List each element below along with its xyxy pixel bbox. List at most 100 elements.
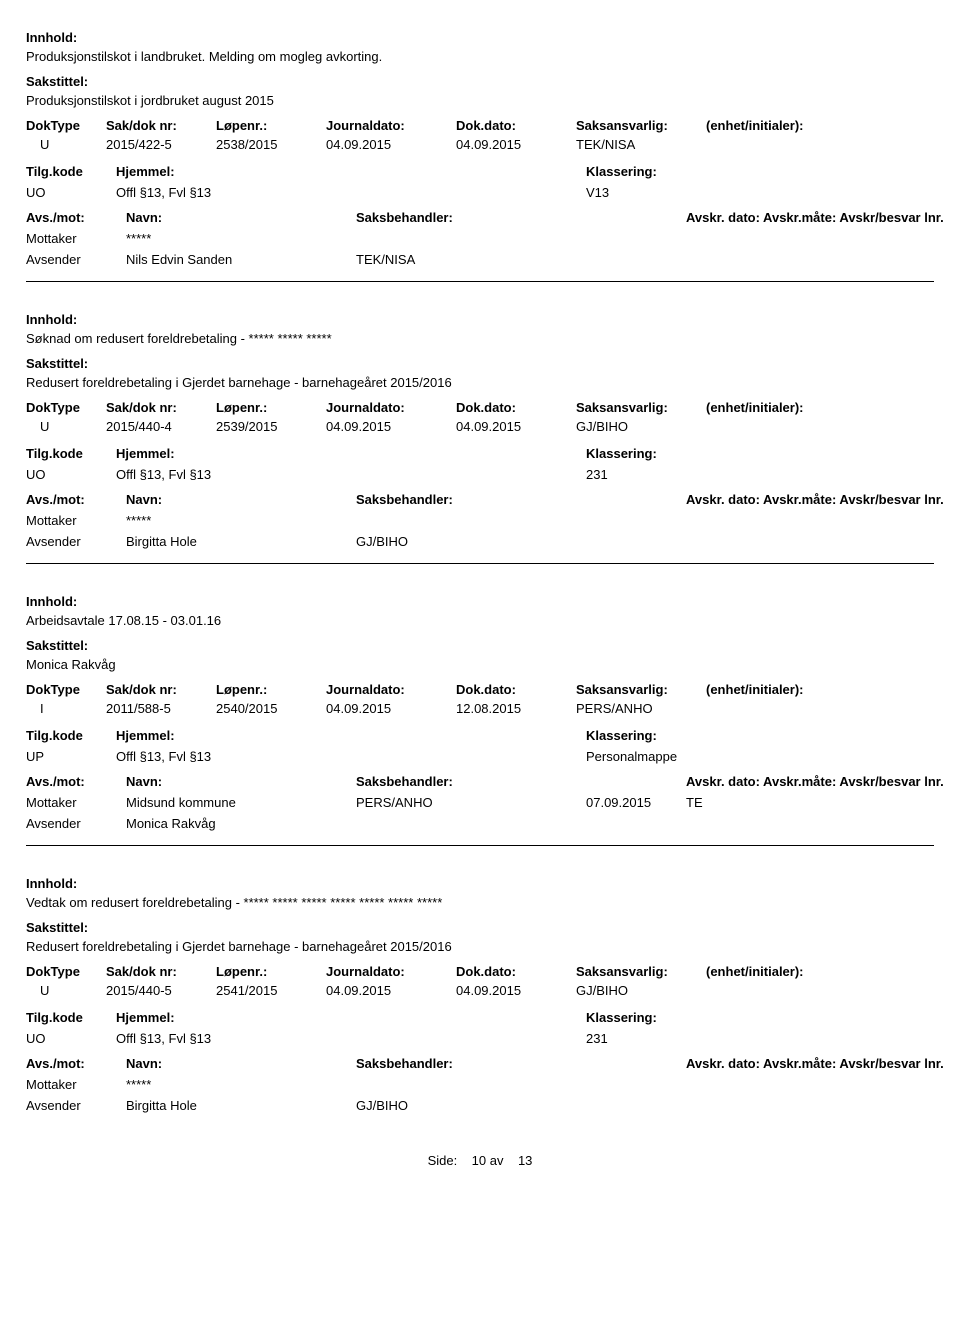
saksansvarlig-value: GJ/BIHO (576, 983, 706, 998)
saksansvarlig-value: GJ/BIHO (576, 419, 706, 434)
mottaker-saksb (356, 1077, 586, 1092)
klassering-label: Klassering: (586, 446, 934, 461)
innhold-label: Innhold: (26, 312, 934, 327)
lopenr-value: 2540/2015 (216, 701, 326, 716)
journaldato-value: 04.09.2015 (326, 419, 456, 434)
hjemmel-value: Offl §13, Fvl §13 (116, 185, 356, 200)
doktype-value: U (26, 419, 106, 434)
access-header-row: Tilg.kode Hjemmel: Klassering: (26, 164, 934, 179)
meta-value-row: I 2011/588-5 2540/2015 04.09.2015 12.08.… (26, 701, 934, 716)
avskr-label: Avskr. dato: Avskr.måte: Avskr/besvar ln… (686, 492, 944, 507)
avsmot-label: Avs./mot: (26, 774, 126, 789)
journal-record: Innhold: Produksjonstilskot i landbruket… (26, 30, 934, 282)
avsender-navn: Birgitta Hole (126, 534, 356, 549)
saksansvarlig-label: Saksansvarlig: (576, 682, 706, 697)
avsender-saksb: TEK/NISA (356, 252, 586, 267)
avsender-saksb: GJ/BIHO (356, 1098, 586, 1113)
hjemmel-value: Offl §13, Fvl §13 (116, 467, 356, 482)
party-header-row: Avs./mot: Navn: Saksbehandler: Avskr. da… (26, 774, 934, 789)
avskrdato-value (586, 231, 686, 246)
access-value-row: UO Offl §13, Fvl §13 V13 (26, 185, 934, 200)
hjemmel-value: Offl §13, Fvl §13 (116, 749, 356, 764)
innhold-label: Innhold: (26, 30, 934, 45)
saksbehandler-label: Saksbehandler: (356, 492, 586, 507)
mottaker-saksb (356, 231, 586, 246)
meta-header-row: DokType Sak/dok nr: Løpenr.: Journaldato… (26, 964, 934, 979)
record-divider (26, 845, 934, 846)
mottaker-row: Mottaker ***** (26, 1077, 934, 1092)
sakstittel-label: Sakstittel: (26, 638, 934, 653)
avsender-label: Avsender (26, 1098, 126, 1113)
hjemmel-label: Hjemmel: (116, 164, 356, 179)
klassering-label: Klassering: (586, 1010, 934, 1025)
lopenr-label: Løpenr.: (216, 682, 326, 697)
meta-header-row: DokType Sak/dok nr: Løpenr.: Journaldato… (26, 682, 934, 697)
dokdato-value: 04.09.2015 (456, 419, 576, 434)
enhet-value (706, 419, 934, 434)
doktype-value: U (26, 137, 106, 152)
doktype-label: DokType (26, 964, 106, 979)
avsmot-label: Avs./mot: (26, 210, 126, 225)
journaldato-label: Journaldato: (326, 118, 456, 133)
dokdato-value: 04.09.2015 (456, 983, 576, 998)
party-header-row: Avs./mot: Navn: Saksbehandler: Avskr. da… (26, 1056, 934, 1071)
sakstittel-label: Sakstittel: (26, 356, 934, 371)
avskrmate-value (686, 231, 934, 246)
avsender-label: Avsender (26, 534, 126, 549)
mottaker-row: Mottaker ***** (26, 513, 934, 528)
sakdoknr-value: 2015/422-5 (106, 137, 216, 152)
meta-value-row: U 2015/440-5 2541/2015 04.09.2015 04.09.… (26, 983, 934, 998)
mottaker-row: Mottaker Midsund kommune PERS/ANHO 07.09… (26, 795, 934, 810)
footer-page-sep: av (490, 1153, 504, 1168)
avskrmate-value (686, 1077, 934, 1092)
sakdoknr-value: 2015/440-4 (106, 419, 216, 434)
dokdato-value: 04.09.2015 (456, 137, 576, 152)
avsender-row: Avsender Birgitta Hole GJ/BIHO (26, 534, 934, 549)
access-header-row: Tilg.kode Hjemmel: Klassering: (26, 728, 934, 743)
mottaker-navn: ***** (126, 1077, 356, 1092)
avsmot-label: Avs./mot: (26, 1056, 126, 1071)
journaldato-value: 04.09.2015 (326, 701, 456, 716)
klassering-value: Personalmappe (586, 749, 934, 764)
sakdoknr-value: 2015/440-5 (106, 983, 216, 998)
journaldato-value: 04.09.2015 (326, 983, 456, 998)
lopenr-value: 2539/2015 (216, 419, 326, 434)
sakdoknr-label: Sak/dok nr: (106, 682, 216, 697)
avsender-row: Avsender Nils Edvin Sanden TEK/NISA (26, 252, 934, 267)
mottaker-navn: ***** (126, 513, 356, 528)
meta-header-row: DokType Sak/dok nr: Løpenr.: Journaldato… (26, 400, 934, 415)
record-divider (26, 563, 934, 564)
enhet-value (706, 137, 934, 152)
avskrmate-value: TE (686, 795, 934, 810)
avskrdato-value (586, 1077, 686, 1092)
sakstittel-text: Redusert foreldrebetaling i Gjerdet barn… (26, 939, 934, 954)
journaldato-value: 04.09.2015 (326, 137, 456, 152)
mottaker-label: Mottaker (26, 513, 126, 528)
lopenr-value: 2538/2015 (216, 137, 326, 152)
hjemmel-label: Hjemmel: (116, 1010, 356, 1025)
doktype-value: U (26, 983, 106, 998)
innhold-label: Innhold: (26, 876, 934, 891)
access-value-row: UO Offl §13, Fvl §13 231 (26, 1031, 934, 1046)
klassering-value: 231 (586, 467, 934, 482)
dokdato-label: Dok.dato: (456, 964, 576, 979)
access-header-row: Tilg.kode Hjemmel: Klassering: (26, 446, 934, 461)
sakstittel-text: Monica Rakvåg (26, 657, 934, 672)
mottaker-label: Mottaker (26, 795, 126, 810)
avskr-label: Avskr. dato: Avskr.måte: Avskr/besvar ln… (686, 210, 944, 225)
record-divider (26, 281, 934, 282)
sakstittel-label: Sakstittel: (26, 920, 934, 935)
sakstittel-label: Sakstittel: (26, 74, 934, 89)
hjemmel-value: Offl §13, Fvl §13 (116, 1031, 356, 1046)
journaldato-label: Journaldato: (326, 682, 456, 697)
avsmot-label: Avs./mot: (26, 492, 126, 507)
enhet-label: (enhet/initialer): (706, 118, 934, 133)
access-header-row: Tilg.kode Hjemmel: Klassering: (26, 1010, 934, 1025)
enhet-label: (enhet/initialer): (706, 964, 934, 979)
doktype-label: DokType (26, 682, 106, 697)
party-header-row: Avs./mot: Navn: Saksbehandler: Avskr. da… (26, 210, 934, 225)
lopenr-label: Løpenr.: (216, 118, 326, 133)
enhet-label: (enhet/initialer): (706, 682, 934, 697)
sakstittel-text: Redusert foreldrebetaling i Gjerdet barn… (26, 375, 934, 390)
dokdato-value: 12.08.2015 (456, 701, 576, 716)
